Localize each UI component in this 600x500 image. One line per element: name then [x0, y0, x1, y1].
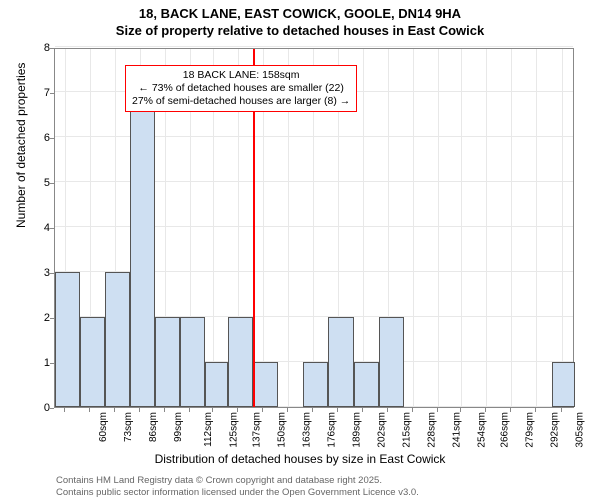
x-tick-label: 137sqm [252, 412, 263, 448]
histogram-bar [379, 317, 404, 407]
x-tick [561, 408, 562, 412]
x-tick-label: 279sqm [525, 412, 536, 448]
x-tick [237, 408, 238, 412]
x-tick-label: 305sqm [575, 412, 586, 448]
x-tick [164, 408, 165, 412]
y-axis-label: Number of detached properties [14, 63, 28, 228]
annotation-line-2: ← 73% of detached houses are smaller (22… [132, 82, 350, 95]
x-tick-label: 228sqm [427, 412, 438, 448]
y-tick [50, 228, 54, 229]
grid-line-v [461, 49, 462, 407]
x-tick [412, 408, 413, 412]
x-tick-label: 112sqm [203, 412, 214, 447]
x-tick [212, 408, 213, 412]
x-tick [387, 408, 388, 412]
grid-line-v [511, 49, 512, 407]
y-tick [50, 408, 54, 409]
x-tick [337, 408, 338, 412]
x-tick-label: 189sqm [352, 412, 363, 448]
histogram-bar [130, 92, 155, 407]
histogram-bar [253, 362, 278, 407]
x-tick [64, 408, 65, 412]
grid-line-v [438, 49, 439, 407]
footer-attribution: Contains HM Land Registry data © Crown c… [56, 475, 419, 498]
histogram-bar [328, 317, 353, 407]
grid-line-h [55, 46, 573, 47]
x-tick [189, 408, 190, 412]
histogram-bar [205, 362, 228, 407]
x-tick [312, 408, 313, 412]
title-line-1: 18, BACK LANE, EAST COWICK, GOOLE, DN14 … [0, 6, 600, 23]
footer-line-2: Contains public sector information licen… [56, 487, 419, 498]
title-line-2: Size of property relative to detached ho… [0, 23, 600, 40]
x-tick-label: 266sqm [500, 412, 511, 448]
x-tick-label: 60sqm [98, 412, 109, 442]
histogram-bar [80, 317, 105, 407]
grid-line-v [562, 49, 563, 407]
x-tick [89, 408, 90, 412]
x-tick [114, 408, 115, 412]
histogram-bar [155, 317, 180, 407]
grid-line-v [413, 49, 414, 407]
annotation-line-3: 27% of semi-detached houses are larger (… [132, 95, 350, 108]
grid-line-v [363, 49, 364, 407]
chart-title: 18, BACK LANE, EAST COWICK, GOOLE, DN14 … [0, 0, 600, 40]
histogram-bar [105, 272, 130, 407]
x-tick [510, 408, 511, 412]
x-axis-label: Distribution of detached houses by size … [0, 452, 600, 466]
annotation-box: 18 BACK LANE: 158sqm← 73% of detached ho… [125, 65, 357, 112]
x-tick-label: 176sqm [327, 412, 338, 448]
y-tick [50, 363, 54, 364]
annotation-line-1: 18 BACK LANE: 158sqm [132, 69, 350, 82]
histogram-bar [303, 362, 328, 407]
chart-plot-area: 18 BACK LANE: 158sqm← 73% of detached ho… [54, 48, 574, 408]
x-tick-label: 254sqm [477, 412, 488, 448]
x-tick [262, 408, 263, 412]
x-tick [437, 408, 438, 412]
x-tick-label: 125sqm [228, 412, 239, 448]
footer-line-1: Contains HM Land Registry data © Crown c… [56, 475, 419, 486]
y-tick [50, 183, 54, 184]
y-tick [50, 318, 54, 319]
x-tick-label: 73sqm [123, 412, 134, 442]
y-tick [50, 273, 54, 274]
x-tick [287, 408, 288, 412]
x-tick [460, 408, 461, 412]
x-tick [139, 408, 140, 412]
y-tick [50, 48, 54, 49]
x-tick [485, 408, 486, 412]
x-tick-label: 99sqm [173, 412, 184, 442]
histogram-bar [354, 362, 379, 407]
grid-line-v [486, 49, 487, 407]
x-tick-label: 86sqm [148, 412, 159, 442]
x-tick-label: 202sqm [377, 412, 388, 448]
x-tick [362, 408, 363, 412]
histogram-bar [228, 317, 253, 407]
y-tick [50, 93, 54, 94]
y-tick [50, 138, 54, 139]
x-tick [535, 408, 536, 412]
x-tick-label: 241sqm [452, 412, 463, 448]
histogram-bar [552, 362, 575, 407]
histogram-bar [55, 272, 80, 407]
grid-line-v [536, 49, 537, 407]
histogram-bar [180, 317, 205, 407]
x-tick-label: 292sqm [550, 412, 561, 448]
x-tick-label: 215sqm [402, 412, 413, 448]
x-tick-label: 163sqm [302, 412, 313, 448]
x-tick-label: 150sqm [277, 412, 288, 448]
